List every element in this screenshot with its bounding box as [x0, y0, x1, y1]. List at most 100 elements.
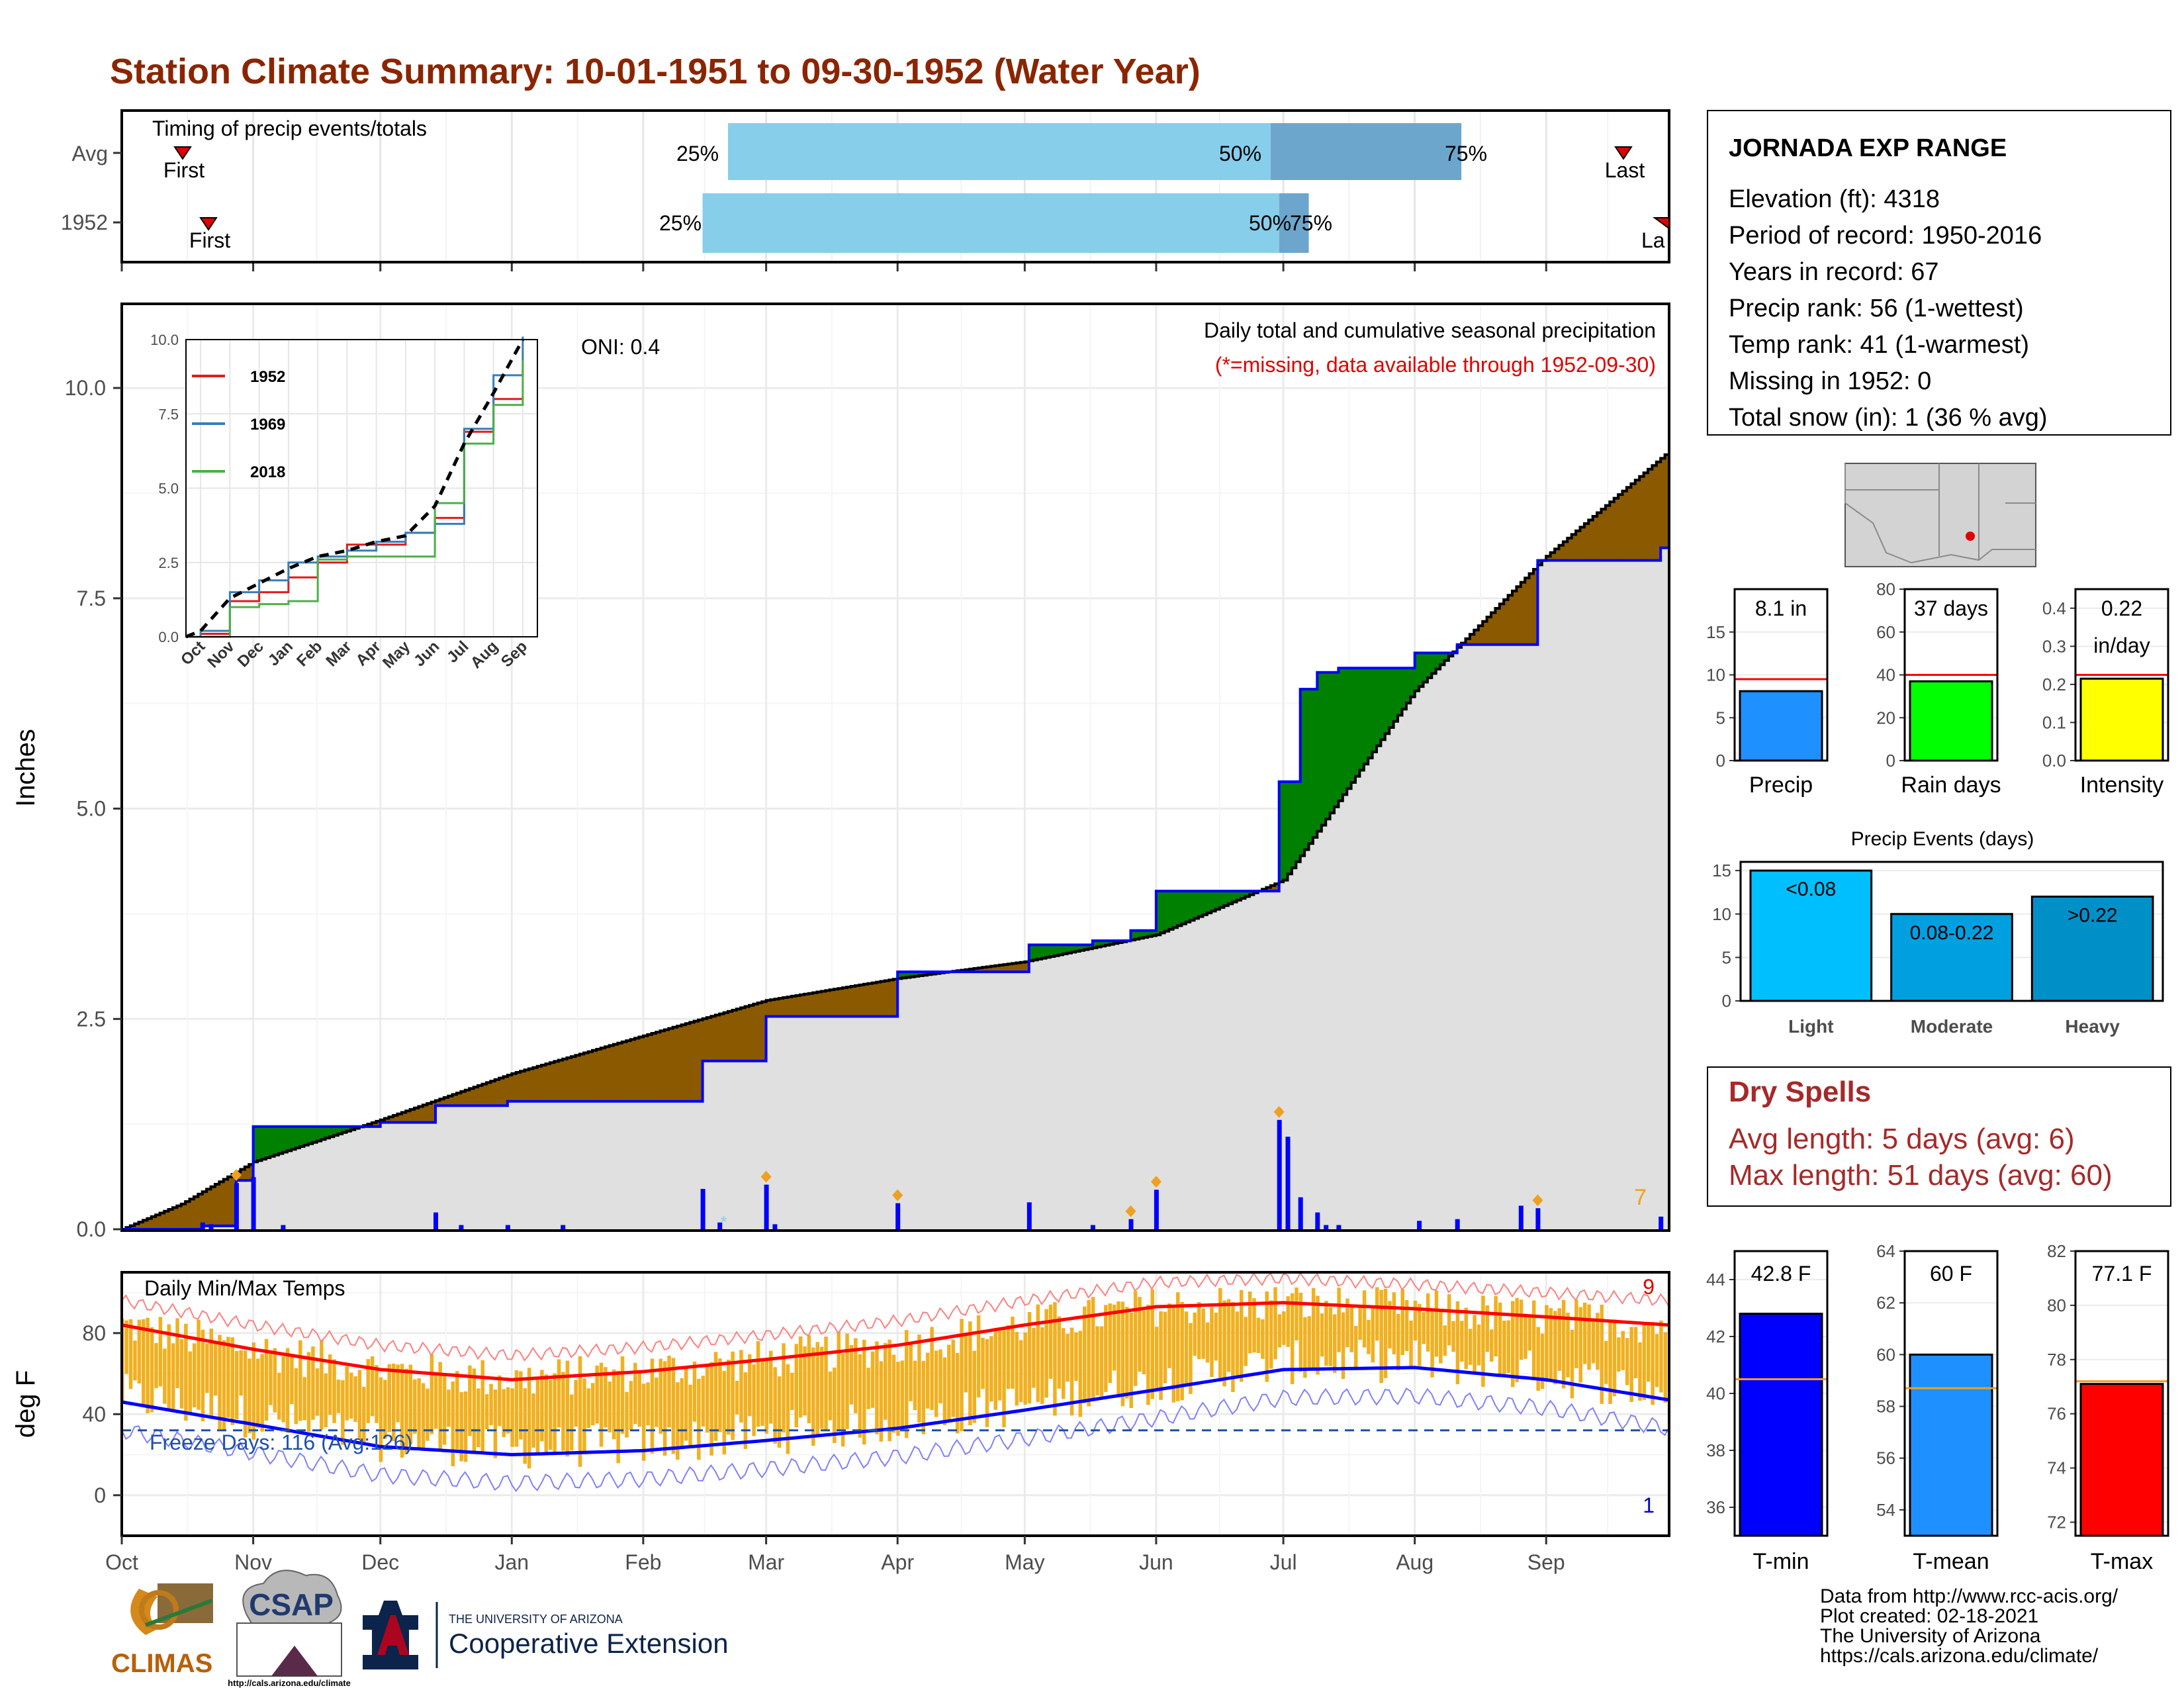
- precip-surplus-band: [1287, 781, 1293, 874]
- daily-temp-bar: [1443, 1325, 1447, 1356]
- precip-caption: Daily total and cumulative seasonal prec…: [1204, 318, 1656, 342]
- daily-temp-bar: [870, 1351, 875, 1408]
- daily-temp-bar: [1120, 1301, 1125, 1407]
- precip-ytick-label: 10.0: [65, 376, 106, 400]
- daily-precip-bar: [1518, 1205, 1524, 1229]
- precip-surplus-band: [1152, 930, 1157, 936]
- precip-surplus-band: [1097, 941, 1102, 947]
- daily-temp-bar: [137, 1319, 142, 1384]
- daily-temp-bar: [150, 1327, 154, 1413]
- precip-deficit-band: [685, 1023, 690, 1102]
- daily-temp-bar: [1651, 1322, 1655, 1405]
- daily-temp-bar: [535, 1380, 540, 1454]
- temp-summary-tick-label: 62: [1876, 1293, 1895, 1313]
- daily-temp-bar: [1515, 1297, 1519, 1382]
- daily-temp-bar: [972, 1350, 976, 1423]
- daily-temp-bar: [671, 1358, 676, 1454]
- ua-small-text: THE UNIVERSITY OF ARIZONA: [449, 1613, 623, 1626]
- missing-note: (*=missing, data available through 1952-…: [1215, 353, 1656, 377]
- daily-temp-bar: [1430, 1309, 1434, 1378]
- daily-temp-bar: [1324, 1301, 1328, 1366]
- precip-deficit-band: [970, 968, 975, 972]
- daily-temp-bar: [727, 1360, 731, 1435]
- precip-deficit-band: [223, 1179, 228, 1226]
- daily-temp-bar: [718, 1358, 722, 1432]
- summary-tick-label: 0.3: [2042, 636, 2066, 656]
- inset-ytick-label: 10.0: [150, 332, 179, 348]
- daily-temp-bar: [1477, 1324, 1481, 1366]
- daily-temp-bar: [1473, 1315, 1477, 1373]
- daily-temp-bar: [426, 1388, 430, 1441]
- daily-temp-bar: [976, 1315, 981, 1398]
- precip-deficit-band: [1003, 964, 1009, 972]
- daily-temp-bar: [455, 1371, 459, 1450]
- daily-temp-bar: [1362, 1290, 1367, 1348]
- daily-temp-bar: [1400, 1289, 1404, 1355]
- summary-tick-label: 40: [1876, 665, 1895, 685]
- temp-summary-tick-label: 78: [2047, 1350, 2066, 1370]
- daily-temp-bar: [430, 1354, 434, 1434]
- precip-surplus-band: [1330, 672, 1335, 814]
- daily-temp-bar: [1553, 1311, 1557, 1385]
- precip-surplus-band: [1355, 668, 1360, 776]
- daily-temp-bar: [459, 1392, 463, 1462]
- precip-surplus-band: [914, 972, 919, 976]
- precip-deficit-band: [626, 1041, 631, 1102]
- daily-temp-bar: [1392, 1292, 1396, 1354]
- daily-temp-bar: [1570, 1329, 1574, 1399]
- precip-deficit-band: [974, 968, 979, 972]
- daily-temp-bar: [866, 1368, 870, 1409]
- precip-deficit-band: [214, 1184, 220, 1226]
- last-marker-avg: [1614, 146, 1633, 160]
- daily-temp-bar: [1150, 1289, 1154, 1399]
- precip-surplus-band: [1381, 668, 1386, 740]
- summary-bar-Precip: [1739, 690, 1823, 762]
- first-label-avg: First: [163, 158, 205, 182]
- daily-temp-bar: [1409, 1320, 1413, 1368]
- daily-temp-bar: [468, 1365, 472, 1436]
- precip-deficit-band: [520, 1071, 525, 1102]
- daily-precip-bar: [1090, 1225, 1095, 1229]
- precip-surplus-band: [253, 1126, 258, 1162]
- daily-temp-bar: [434, 1373, 438, 1429]
- daily-temp-bar: [201, 1329, 205, 1421]
- daily-temp-bar: [506, 1387, 510, 1434]
- summary-tick-label: 15: [1706, 622, 1725, 642]
- precip-deficit-band: [164, 1211, 169, 1229]
- daily-temp-bar: [234, 1350, 239, 1419]
- daily-temp-bar: [158, 1317, 163, 1387]
- precip-deficit-band: [664, 1029, 669, 1102]
- precip-deficit-band: [804, 994, 809, 1017]
- csap-logo: CSAP http://cals.arizona.edu/climate: [228, 1570, 351, 1688]
- events-bar-inner-label: <0.08: [1786, 878, 1836, 900]
- oni-label: ONI: 0.4: [581, 335, 660, 359]
- daily-temp-bar: [1244, 1317, 1248, 1366]
- precip-deficit-band: [621, 1041, 627, 1102]
- precip-deficit-band: [893, 979, 898, 1017]
- timing-bar-avg-upper: [1270, 123, 1462, 180]
- daily-temp-bar: [646, 1382, 650, 1426]
- precip-deficit-band: [210, 1186, 216, 1226]
- precip-deficit-band: [1614, 498, 1619, 561]
- precip-deficit-band: [1504, 599, 1509, 645]
- precip-ytick-label: 2.5: [77, 1007, 106, 1031]
- daily-temp-bar: [1447, 1294, 1451, 1346]
- precip-surplus-band: [1351, 668, 1356, 782]
- precip-deficit-band: [528, 1068, 533, 1102]
- precip-deficit-band: [592, 1050, 597, 1102]
- precip-deficit-band: [1639, 476, 1645, 561]
- daily-temp-bar: [447, 1389, 451, 1427]
- daily-precip-bar: [1154, 1190, 1159, 1229]
- timing-panel: Timing of precip events/totals Avg 1952 …: [61, 109, 1670, 271]
- daily-precip-bar: [251, 1177, 256, 1229]
- precip-surplus-band: [329, 1126, 334, 1137]
- daily-temp-bar: [798, 1336, 803, 1418]
- daily-temp-bar: [637, 1370, 641, 1427]
- daily-temp-bar: [1256, 1317, 1261, 1353]
- precip-deficit-band: [999, 964, 1004, 972]
- precip-deficit-band: [1491, 612, 1496, 645]
- daily-temp-bar: [514, 1370, 519, 1447]
- precip-deficit-band: [431, 1102, 436, 1123]
- daily-temp-bar: [1519, 1299, 1524, 1360]
- precip-deficit-band: [1618, 494, 1623, 561]
